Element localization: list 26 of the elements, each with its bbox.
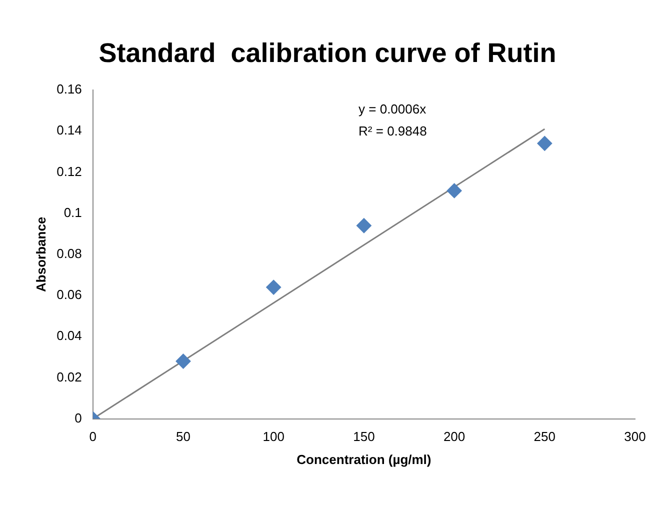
x-tick-label: 50 — [176, 429, 190, 444]
point — [266, 280, 282, 295]
y-tick-label: 0.08 — [56, 246, 82, 261]
x-tick-label: 200 — [443, 429, 466, 444]
point — [356, 218, 372, 234]
x-tick-label: 0 — [89, 429, 97, 444]
y-tick-label: 0.1 — [64, 204, 82, 220]
y-tick-label: 0.12 — [56, 164, 82, 179]
x-tick-label: 100 — [262, 429, 284, 444]
point — [446, 183, 462, 198]
y-tick-label: 0.06 — [56, 287, 82, 302]
y-tick-label: 0.04 — [56, 328, 82, 344]
y-tick-label: 0 — [74, 410, 82, 426]
point — [176, 354, 191, 369]
x-tick-label: 150 — [353, 429, 375, 444]
annotation: R² = 0.9848 — [358, 124, 427, 139]
chart-title: Standard calibration curve of Rutin — [98, 38, 558, 69]
y-axis-title: Absorbance — [33, 216, 48, 292]
point — [537, 136, 552, 151]
y-tick-label: 0.02 — [56, 369, 82, 384]
x-axis-title: Concentration (µg/ml) — [296, 452, 432, 467]
x-tick-label: 300 — [624, 429, 646, 444]
y-tick-label: 0.16 — [56, 82, 82, 97]
y-tick-label: 0.14 — [56, 122, 82, 138]
annotation: y = 0.0006x — [358, 102, 427, 117]
x-tick-label: 250 — [534, 429, 556, 444]
